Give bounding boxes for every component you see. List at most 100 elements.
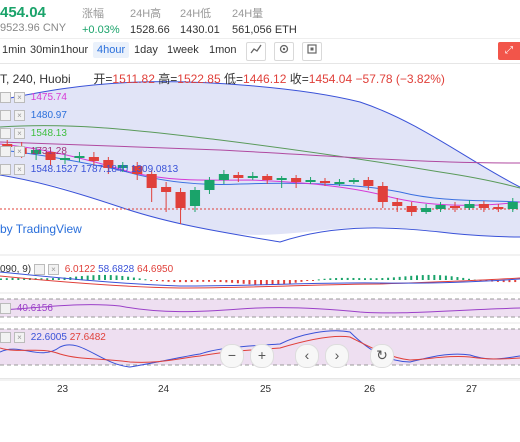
date-tick: 25 bbox=[260, 384, 272, 395]
candle-body bbox=[88, 157, 99, 161]
macd-bar bbox=[23, 277, 26, 280]
tab-30min[interactable]: 30min bbox=[30, 44, 60, 56]
macd-bar bbox=[317, 279, 320, 281]
tab-1hour[interactable]: 1hour bbox=[60, 44, 89, 56]
candle-body bbox=[74, 156, 85, 158]
low-value: 1446.12 bbox=[243, 72, 287, 86]
zoom-out-button[interactable]: − bbox=[220, 344, 244, 368]
close-icon[interactable]: × bbox=[14, 128, 25, 139]
candle-body bbox=[319, 181, 331, 183]
last-price: 454.04 bbox=[0, 4, 46, 21]
candle-body bbox=[421, 208, 432, 212]
change-value: −57.78 (−3.82%) bbox=[355, 72, 445, 86]
macd-bar bbox=[404, 276, 407, 280]
ma-label-2: × 1480.97 bbox=[0, 110, 67, 121]
macd-bar bbox=[86, 275, 89, 280]
candle-body bbox=[233, 175, 244, 178]
close-icon[interactable]: × bbox=[47, 264, 59, 275]
macd-bar bbox=[156, 280, 158, 281]
reset-button[interactable]: ↻ bbox=[370, 344, 394, 368]
macd-bar bbox=[364, 278, 366, 280]
macd-bar bbox=[208, 280, 210, 282]
scroll-right-button[interactable]: › bbox=[325, 344, 349, 368]
close-icon[interactable]: × bbox=[14, 164, 25, 175]
toggle-visibility-icon[interactable] bbox=[0, 332, 11, 343]
close-icon[interactable]: × bbox=[14, 110, 25, 121]
kd-k-line bbox=[0, 330, 520, 368]
macd-bar bbox=[340, 277, 343, 280]
macd-bar bbox=[352, 277, 355, 280]
zoom-in-button[interactable]: + bbox=[250, 344, 274, 368]
ma-value: 1480.97 bbox=[30, 110, 67, 122]
ma-blue-line bbox=[0, 149, 520, 203]
macd-bar bbox=[248, 280, 251, 285]
toggle-visibility-icon[interactable] bbox=[0, 164, 11, 175]
candle-body bbox=[334, 182, 345, 184]
stat-change-value: +0.03% bbox=[82, 24, 120, 36]
macd-bar bbox=[277, 280, 280, 285]
stat-low: 24H低 1430.01 bbox=[180, 5, 220, 36]
tab-1week[interactable]: 1week bbox=[167, 44, 199, 56]
macd-bar bbox=[115, 275, 118, 280]
macd-bar bbox=[288, 280, 291, 284]
ma-purple-line bbox=[0, 141, 520, 164]
settings-icon[interactable] bbox=[274, 42, 294, 61]
macd-bar bbox=[242, 280, 245, 284]
macd-bar bbox=[236, 280, 239, 284]
tab-1min[interactable]: 1min bbox=[2, 44, 26, 56]
macd-bar bbox=[150, 280, 153, 281]
rsi-value: 40.6156 bbox=[16, 303, 53, 315]
close-icon[interactable]: × bbox=[14, 332, 25, 343]
toggle-visibility-icon[interactable] bbox=[33, 264, 45, 275]
macd-bar bbox=[231, 280, 234, 283]
macd-bar bbox=[173, 280, 176, 283]
macd-bar bbox=[468, 278, 470, 280]
expand-icon[interactable]: ⤢ bbox=[498, 42, 520, 60]
stat-volume-label: 24H量 bbox=[232, 8, 264, 20]
candle-body bbox=[247, 176, 258, 178]
symbol-label: T, 240, Huobi bbox=[0, 72, 71, 86]
tab-1mon[interactable]: 1mon bbox=[209, 44, 237, 56]
scroll-left-button[interactable]: ‹ bbox=[295, 344, 319, 368]
macd-bar bbox=[496, 280, 499, 282]
toggle-visibility-icon[interactable] bbox=[0, 92, 11, 103]
candle-body bbox=[363, 180, 374, 186]
candle-body bbox=[478, 204, 489, 208]
tab-4hour[interactable]: 4hour bbox=[93, 42, 130, 58]
macd-bar bbox=[444, 275, 447, 280]
macd-params: 090, 9) bbox=[0, 264, 32, 276]
tradingview-watermark: by TradingView bbox=[0, 222, 82, 236]
candle-body bbox=[132, 166, 143, 174]
macd-bar bbox=[306, 280, 309, 281]
boll-upper: 1787.1840 bbox=[80, 164, 129, 176]
candle-body bbox=[493, 207, 504, 209]
toggle-visibility-icon[interactable] bbox=[0, 146, 11, 157]
macd-bar bbox=[387, 277, 390, 280]
toggle-visibility-icon[interactable] bbox=[0, 128, 11, 139]
macd-bar bbox=[40, 278, 43, 280]
fullscreen-icon[interactable] bbox=[302, 42, 322, 61]
ma-green-line bbox=[0, 125, 520, 189]
tab-1day[interactable]: 1day bbox=[134, 44, 158, 56]
macd-bar bbox=[127, 276, 130, 280]
candle-body bbox=[218, 174, 229, 180]
chart-type-icon[interactable] bbox=[246, 42, 266, 61]
macd-bar bbox=[329, 278, 332, 280]
kd-label: × 22.6005 27.6482 bbox=[0, 332, 106, 343]
toggle-visibility-icon[interactable] bbox=[0, 110, 11, 121]
date-tick: 23 bbox=[57, 384, 69, 395]
macd-bar bbox=[427, 274, 430, 280]
ohlc-legend: T, 240, Huobi 开=1511.82 高=1522.85 低=1446… bbox=[0, 70, 445, 87]
toggle-visibility-icon[interactable] bbox=[0, 303, 11, 314]
ma-magenta-line bbox=[0, 143, 520, 206]
macd-bar bbox=[335, 278, 338, 280]
close-icon[interactable]: × bbox=[14, 146, 25, 157]
candle-body bbox=[31, 150, 42, 154]
macd-bar bbox=[410, 275, 413, 280]
stat-low-value: 1430.01 bbox=[180, 24, 220, 36]
macd-bar bbox=[63, 277, 66, 280]
high-label: 高= bbox=[158, 72, 178, 86]
boll-mid: 1548.1527 bbox=[30, 164, 79, 176]
ma-value: 1731.28 bbox=[30, 146, 67, 158]
close-icon[interactable]: × bbox=[14, 92, 25, 103]
